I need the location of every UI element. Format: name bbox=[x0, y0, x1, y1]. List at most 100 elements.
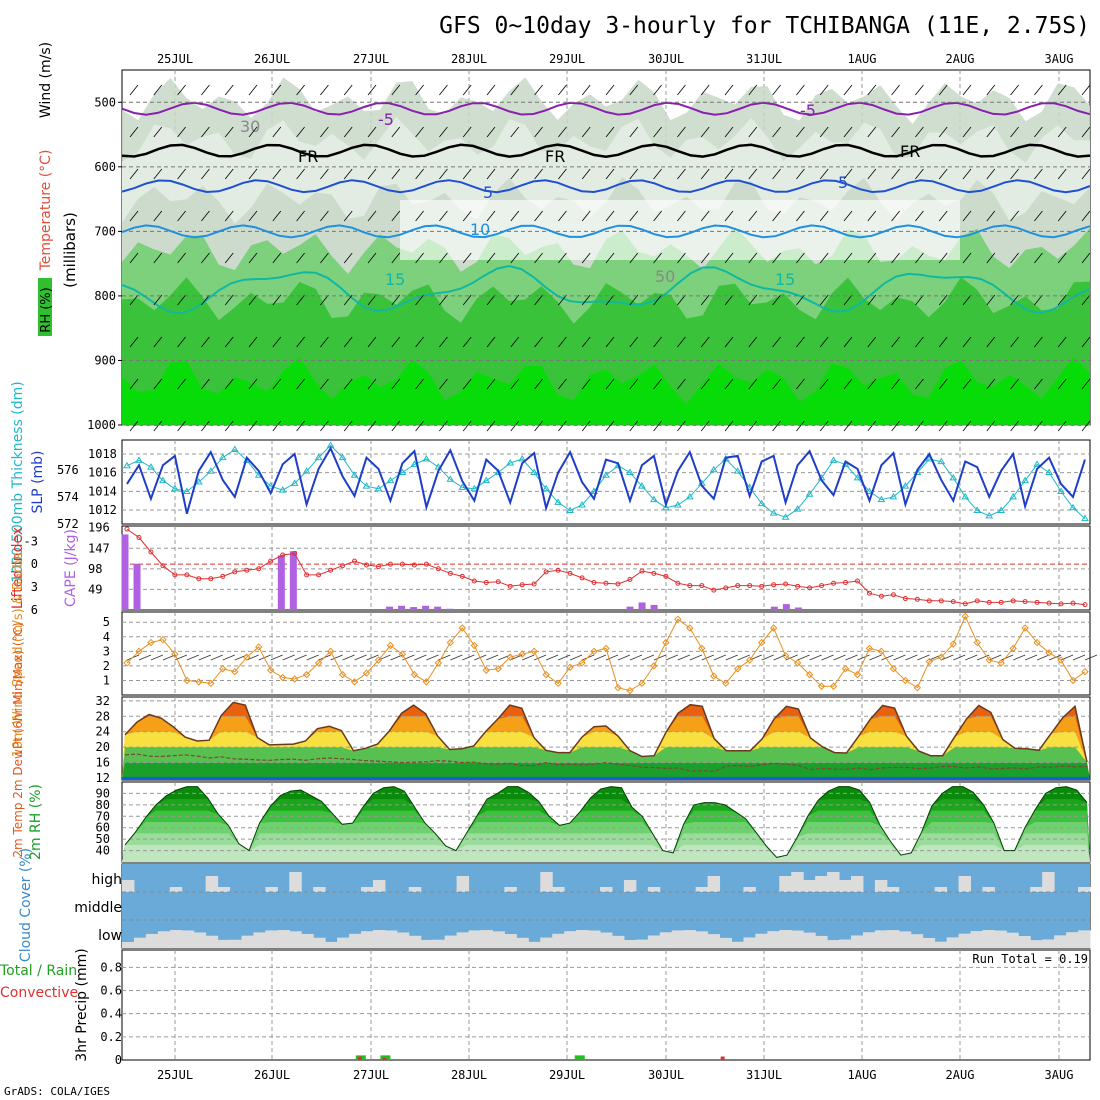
cape-bar bbox=[999, 608, 1007, 610]
cape-bar bbox=[398, 605, 406, 610]
wind-barb bbox=[677, 126, 686, 138]
wind-barb bbox=[843, 420, 853, 432]
wind-barb bbox=[439, 210, 448, 222]
wind-barb bbox=[272, 420, 282, 432]
wind-barb bbox=[201, 336, 210, 348]
wind-barb bbox=[819, 420, 829, 432]
wind-barb bbox=[1057, 294, 1067, 306]
lifted-index-marker bbox=[950, 599, 956, 605]
thickness-marker bbox=[554, 498, 562, 505]
thickness-marker bbox=[769, 509, 778, 516]
wind10-marker bbox=[805, 670, 814, 679]
cloud-low-gap bbox=[181, 930, 195, 948]
top-date-label: 2AUG bbox=[946, 52, 975, 66]
cloud-high-gap bbox=[803, 880, 816, 892]
rh-band-2m bbox=[122, 844, 1090, 862]
wind-barb bbox=[1034, 252, 1043, 264]
wind-barb bbox=[462, 378, 472, 390]
cloud-low-gap bbox=[408, 935, 422, 948]
lifted-index-marker bbox=[208, 576, 214, 582]
thickness-marker bbox=[1081, 514, 1089, 522]
wind-barb bbox=[938, 126, 948, 138]
wind-barb bbox=[272, 126, 282, 138]
isotherm-label: 5 bbox=[838, 173, 848, 192]
thickness-marker bbox=[147, 463, 155, 470]
wind10-marker bbox=[542, 670, 550, 679]
cloud-low-gap bbox=[623, 939, 637, 948]
wind-barb bbox=[700, 294, 710, 306]
cloud-high-gap bbox=[647, 887, 661, 892]
thickness-marker bbox=[362, 482, 371, 489]
wind10-barb bbox=[1012, 654, 1026, 661]
wind-barb bbox=[843, 378, 853, 390]
wind-barb bbox=[462, 336, 472, 348]
wind10-barb bbox=[821, 654, 834, 661]
wind10-barb bbox=[677, 654, 691, 661]
wind-barb bbox=[867, 252, 877, 264]
thickness-marker bbox=[302, 467, 311, 474]
thickness-marker bbox=[290, 479, 299, 486]
temp-tick: 28 bbox=[96, 709, 110, 723]
cloud-low-gap bbox=[970, 931, 983, 948]
cloud-low-gap bbox=[958, 933, 971, 948]
cloud-low-gap bbox=[1006, 932, 1019, 948]
wind10-barb bbox=[785, 654, 798, 661]
cloud-low-gap bbox=[767, 931, 780, 948]
cloud-low-gap bbox=[1054, 935, 1067, 948]
wind-barb bbox=[129, 252, 139, 264]
wind-barb bbox=[891, 126, 900, 138]
wind-barb bbox=[415, 336, 424, 348]
wind10-barb bbox=[1024, 654, 1038, 661]
wind-barb bbox=[677, 378, 686, 390]
lifted-index-marker bbox=[639, 568, 645, 574]
wind-barb bbox=[224, 294, 234, 306]
thickness-marker bbox=[1033, 460, 1041, 467]
wind10-marker bbox=[506, 653, 514, 661]
temp-tick: 20 bbox=[96, 740, 110, 754]
wind-barb bbox=[1010, 252, 1019, 264]
cloud-low-gap bbox=[922, 937, 936, 948]
wind-barb bbox=[962, 294, 972, 306]
thickness-marker bbox=[1057, 487, 1065, 494]
wind10-barb bbox=[809, 654, 822, 661]
wind10-marker bbox=[877, 647, 886, 656]
cloud-low-gap bbox=[1030, 940, 1043, 948]
wind-barb bbox=[1034, 336, 1043, 348]
wind-barb bbox=[343, 168, 353, 180]
wind-barb bbox=[938, 336, 948, 348]
cloud-low-gap bbox=[910, 934, 924, 948]
wind-barb bbox=[272, 336, 282, 348]
wind-barb bbox=[581, 168, 591, 180]
thickness-marker bbox=[685, 492, 694, 500]
wind10-ylabel: 10m Wind Speed (m/s) & Barbs bbox=[11, 552, 26, 757]
cloud-low-gap bbox=[803, 932, 816, 948]
cloud-low-gap bbox=[552, 933, 565, 948]
wind-barb bbox=[867, 420, 877, 432]
thickness-marker bbox=[805, 490, 814, 497]
top-date-label: 1AUG bbox=[848, 52, 877, 66]
wind-barb bbox=[843, 210, 853, 222]
wind-barb bbox=[1010, 336, 1019, 348]
wind-barb bbox=[343, 420, 353, 432]
temp-tick: 12 bbox=[96, 771, 110, 785]
wind-barb bbox=[153, 294, 163, 306]
wind-barb bbox=[891, 84, 900, 96]
isotherm-label: 50 bbox=[655, 267, 675, 286]
thickness-marker bbox=[578, 501, 586, 508]
wind-barb bbox=[462, 420, 472, 432]
cloud-low-gap bbox=[468, 930, 482, 948]
cloud-high-gap bbox=[623, 880, 637, 892]
thickness-marker bbox=[446, 475, 455, 482]
lifted-index-marker bbox=[184, 572, 190, 578]
thickness-marker bbox=[1009, 492, 1018, 500]
cloud-high-gap bbox=[408, 887, 422, 892]
wind-barb bbox=[938, 294, 948, 306]
cloud-high-gap bbox=[456, 876, 470, 892]
cape-bar bbox=[638, 602, 646, 610]
thickness-ylabel: 1000-500mb Thickness (dm) bbox=[10, 381, 26, 582]
wind10-marker bbox=[482, 666, 490, 674]
thickness-marker bbox=[709, 465, 718, 473]
wind-barb bbox=[367, 378, 377, 390]
wind10-barb bbox=[222, 654, 235, 661]
cloud-low-gap bbox=[1078, 930, 1091, 948]
